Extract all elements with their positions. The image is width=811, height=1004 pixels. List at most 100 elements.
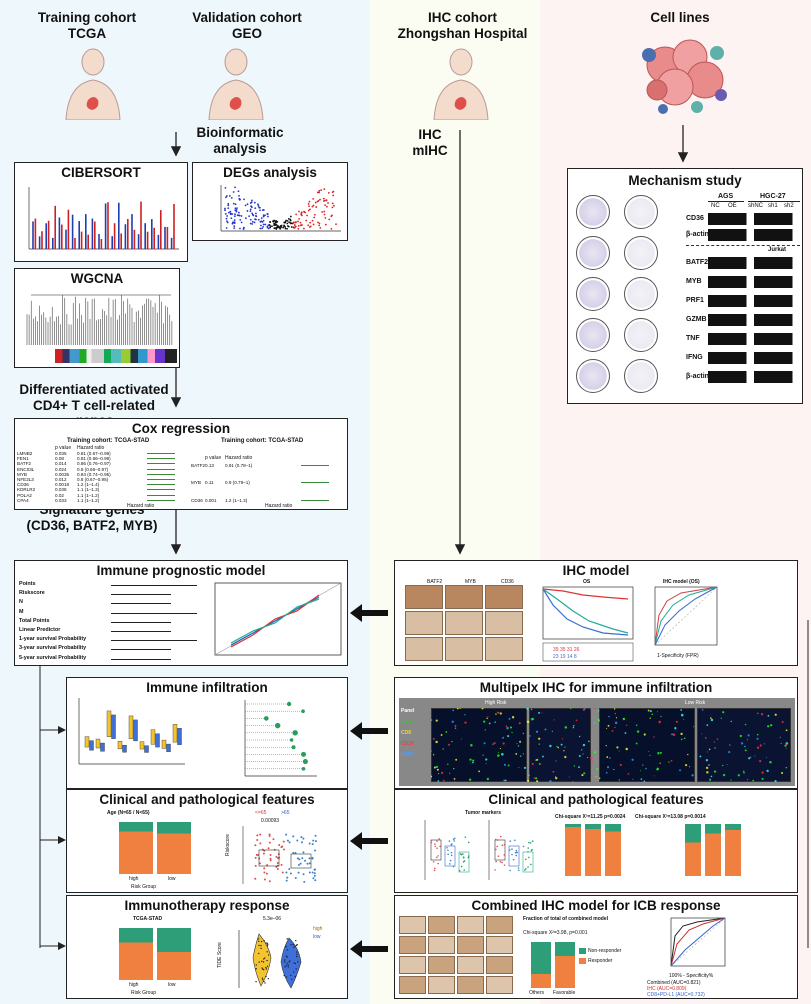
immuno-xlabel: Risk Group — [131, 990, 157, 996]
ihc-roc-curve — [654, 586, 718, 646]
immune-infiltration-panel: Immune infiltration — [66, 677, 348, 789]
multiplex-marker-label: DAPI — [401, 752, 413, 758]
combined-ihc-image — [486, 976, 513, 994]
infiltration-boxplot — [78, 698, 185, 765]
nomogram-row-label: Points — [19, 581, 36, 587]
nomogram-row-label: Total Points — [19, 617, 50, 624]
protein-label: β-actin — [686, 373, 709, 380]
immuno-group-high: high — [129, 982, 139, 988]
roc-legend-cd8: CD8+PD-L1 (AUC=0.732) — [647, 992, 705, 998]
colony-dishes — [572, 191, 684, 401]
cox-p: 0.014 — [55, 461, 67, 467]
combined-bar-others — [531, 942, 551, 988]
protein-label: BATF2 — [686, 259, 709, 266]
cox-p: 0.001 — [205, 497, 217, 503]
cox-gene: NFE2L3 — [17, 477, 34, 482]
multiplex-markers: Panel CD4 CD8 CD36 DAPI — [401, 708, 429, 782]
nomogram-row-label: M — [19, 608, 24, 615]
cond-shnc: shNC — [748, 203, 764, 209]
protein-blot — [708, 333, 800, 345]
cox-panel: Cox regression Training cohort: TCGA-STA… — [14, 418, 348, 510]
cox-hr: 1.2 (1–1.3) — [225, 497, 248, 503]
combined-ihc-grid — [399, 916, 515, 996]
degs-title: DEGs analysis — [223, 165, 317, 180]
cox-gene: FEN1 — [17, 456, 29, 462]
cox-gene: MYB — [191, 480, 201, 486]
protein-cd36: CD36 — [686, 215, 704, 222]
combined-ihc-image — [428, 956, 455, 974]
human-figure-icon-training — [65, 48, 121, 120]
cox-hr: 0.84 (0.74–0.95) — [77, 471, 111, 477]
mechanism-title: Mechanism study — [628, 173, 742, 188]
cox-gene: LMNB2 — [17, 451, 33, 456]
roc-legend-combined: Combined (AUC=0.821) — [647, 980, 701, 986]
colony-dish — [576, 359, 610, 393]
ihc-image — [445, 585, 483, 609]
colony-dish — [624, 236, 658, 270]
nomogram-scale — [111, 585, 197, 586]
prognostic-panel: Immune prognostic model Points Riskscore N… — [14, 560, 348, 666]
nomogram-row-label: 1-year survival Probability — [19, 636, 87, 643]
nomogram-scale — [111, 603, 171, 605]
immunotherapy-title: Immunotherapy response — [124, 898, 290, 913]
combined-ihc-image — [428, 916, 455, 934]
protein-blot — [708, 257, 800, 269]
nomogram-row-label: 3-year survival Probability — [19, 645, 87, 652]
cond-oe: OE — [728, 203, 737, 209]
protein-blot — [708, 371, 800, 383]
immuno-bar-high — [119, 928, 153, 980]
combined-ihc-image — [457, 916, 484, 934]
ihc-image — [485, 585, 523, 609]
mechanism-panel: Mechanism study AGS HGC-27 NC OE shNC sh… — [567, 168, 803, 404]
ihc-image — [485, 637, 523, 661]
cox-hr: 0.8 (0.67–0.95) — [77, 477, 109, 482]
nomogram-scale — [111, 640, 197, 642]
cond-sh2: sh2 — [784, 203, 794, 209]
cox-right-title: Training cohort: TCGA-STAD — [221, 438, 304, 444]
clinical-right-panel: Clinical and pathological features Tumor… — [394, 789, 798, 893]
cox-left-col-p: p value — [55, 445, 72, 451]
stacked-bar — [685, 824, 701, 876]
cox-gene: BATF2 — [191, 463, 205, 468]
cox-p: 0.038 — [55, 487, 67, 493]
cox-p: 0.033 — [55, 497, 67, 503]
protein-label: IFNG — [686, 354, 703, 361]
module-color-bar — [55, 349, 177, 363]
cox-hr: 1.1 (1–1.3) — [77, 487, 100, 493]
colony-dish — [576, 236, 610, 270]
cox-p: 0.13 — [205, 463, 214, 468]
stain-myb: MYB — [465, 579, 476, 585]
ihc-image — [405, 637, 443, 661]
cox-ci-line — [147, 489, 175, 491]
prognostic-title: Immune prognostic model — [96, 563, 266, 578]
clinical-left-panel: Clinical and pathological features Age (… — [66, 789, 348, 893]
nomogram-row-label: N — [19, 599, 23, 606]
combined-group-favorable: Favorable — [553, 990, 576, 996]
cox-p: 0.024 — [55, 466, 67, 472]
protein-blot — [708, 314, 800, 326]
nomogram-scale — [111, 649, 171, 651]
cox-hr: 1.1 (1–1.2) — [77, 492, 100, 498]
cox-p: 0.0035 — [55, 471, 70, 477]
ihc-image — [445, 637, 483, 661]
stacked-bar — [565, 824, 581, 876]
combined-chi: Chi-square X²=3.98, p=0.001 — [523, 930, 588, 936]
combined-title: Combined IHC model for ICB response — [471, 898, 721, 913]
tide-legend-low: low — [313, 934, 321, 940]
nomogram-row-label: Linear Predictor — [19, 627, 61, 633]
cox-p: 0.0018 — [55, 482, 70, 488]
age-legend-2: >65 — [281, 810, 290, 816]
cox-p: 0.11 — [205, 480, 214, 486]
ihc-methods-label: IHC mIHC — [412, 127, 448, 158]
protein-label: MYB — [686, 278, 702, 285]
colony-dish — [576, 318, 610, 352]
multiplex-high-image — [431, 708, 527, 782]
combined-ihc-image — [486, 936, 513, 954]
combined-ihc-image — [399, 936, 426, 954]
cibersort-boxplot — [28, 187, 179, 250]
nomogram-scale — [111, 621, 171, 623]
age-group-low: low — [168, 876, 176, 882]
colony-dish — [576, 277, 610, 311]
stacked-bar — [725, 824, 741, 876]
